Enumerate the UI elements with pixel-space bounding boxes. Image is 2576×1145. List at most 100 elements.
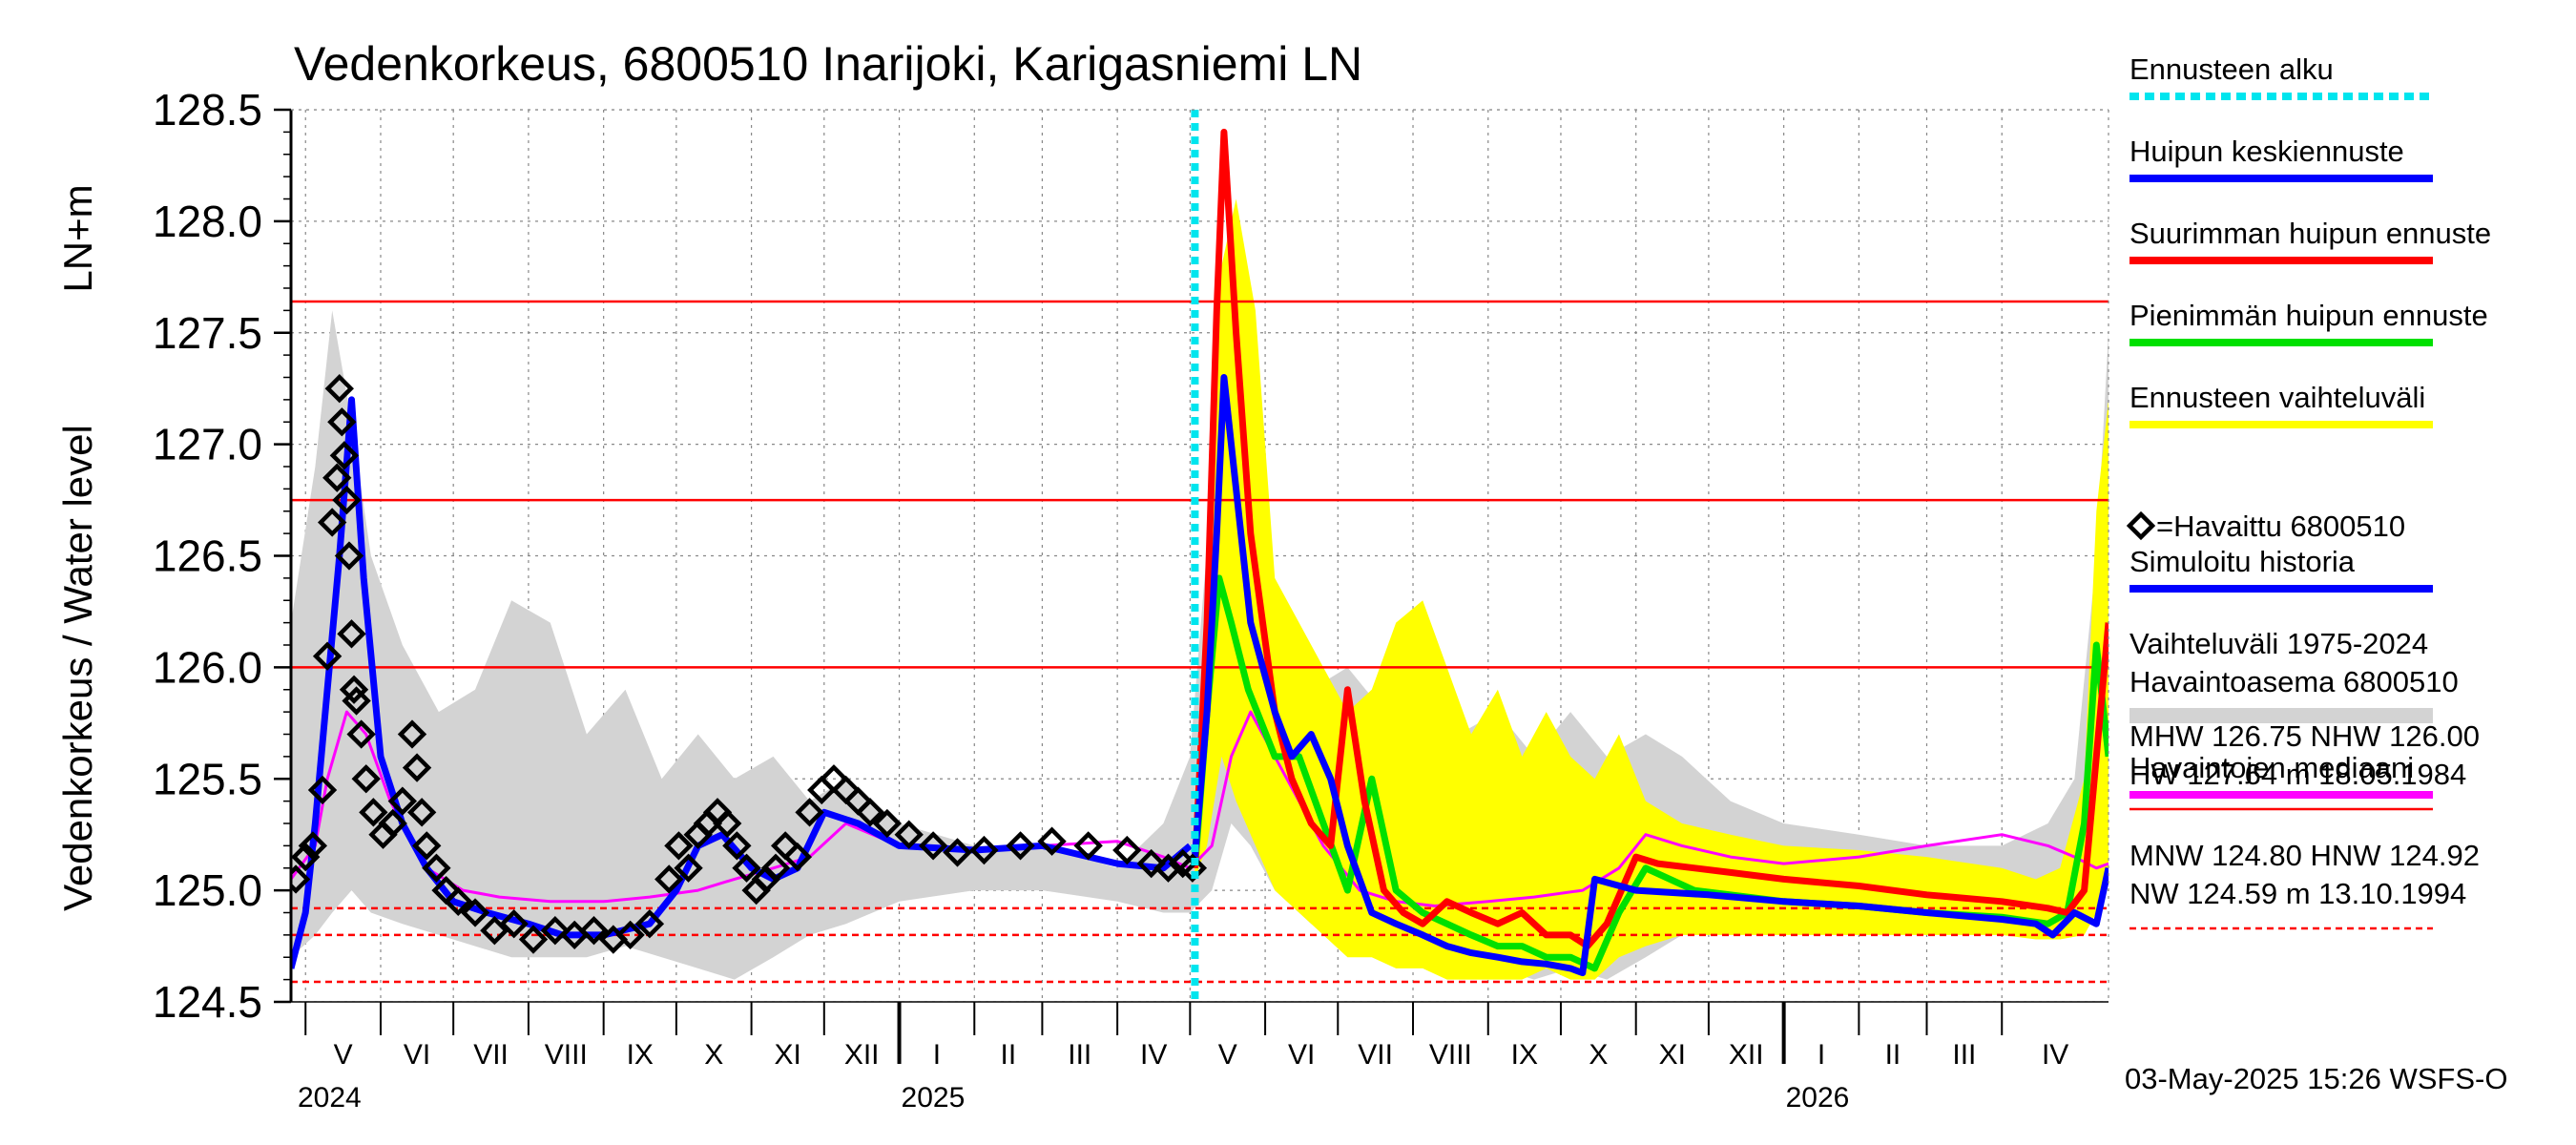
observed-point [499, 909, 529, 939]
legend-label: Ennusteen alku [2129, 52, 2334, 86]
month-label: X [1589, 1039, 1608, 1071]
observed-point [406, 798, 437, 827]
observed-point [317, 508, 347, 537]
y-tick-label: 127.0 [153, 420, 262, 469]
series-havaintojen-mediaani [291, 710, 2109, 907]
observed-point [1112, 835, 1142, 865]
stats-block: MHW 126.75 NHW 126.00 HW 127.64 m 18.05.1… [2129, 719, 2480, 811]
observed-point [664, 831, 694, 861]
observed-point [324, 374, 354, 404]
legend-item: Simuloitu historia [2129, 545, 2433, 593]
observed-point [918, 831, 948, 861]
legend-label: Huipun keskiennuste [2129, 135, 2404, 168]
legend-item: Vaihteluväli 1975-2024 Havaintoasema 680… [2129, 627, 2459, 723]
legend-item: Havaintojen mediaani [2129, 751, 2433, 799]
y-tick-label: 128.0 [153, 197, 262, 246]
stats-text: NW 124.59 m 13.10.1994 [2129, 877, 2466, 910]
observed-point [312, 641, 343, 671]
observed-point [732, 853, 761, 883]
observed-point [387, 786, 418, 816]
month-label: II [1001, 1039, 1017, 1071]
observed-point [412, 831, 442, 861]
month-label: X [704, 1039, 723, 1071]
month-label: VI [1288, 1039, 1315, 1071]
observed-point [674, 853, 703, 883]
observed-point [1153, 853, 1183, 883]
observed-point [298, 831, 328, 861]
observed-point [713, 808, 742, 839]
observed-point [342, 686, 371, 716]
month-label: VIII [1429, 1039, 1472, 1071]
band-ennusteen-vaihteluv-li [1195, 198, 2109, 980]
legend-item: =Havaittu 6800510 [2126, 510, 2405, 543]
legend-label: Havaintoasema 6800510 [2129, 665, 2459, 698]
month-label: IV [2042, 1039, 2068, 1071]
stats-text: MHW 126.75 NHW 126.00 [2129, 719, 2480, 753]
observed-point [291, 864, 311, 894]
observed-point [351, 764, 381, 794]
month-label: III [1068, 1039, 1091, 1071]
observed-point [346, 719, 376, 749]
observed-point [872, 808, 903, 839]
observed-point [307, 775, 338, 805]
plot-area [291, 110, 2109, 1002]
y-axis-label: Vedenkorkeus / Water level [55, 425, 100, 911]
observed-point [540, 916, 571, 946]
year-label: 2024 [298, 1082, 362, 1114]
observed-point [444, 886, 473, 916]
observed-point [397, 719, 427, 749]
observed-point [322, 463, 352, 492]
legend-item: Suurimman huipun ennuste [2129, 217, 2491, 264]
month-label: I [1818, 1039, 1825, 1071]
observed-point [795, 798, 824, 827]
month-label: V [1218, 1039, 1237, 1071]
y-axis-unit: LN+m [55, 184, 100, 292]
observed-point [579, 916, 609, 946]
month-label: IX [627, 1039, 654, 1071]
observed-point [654, 864, 684, 894]
observed-point [615, 920, 645, 950]
month-label: XI [1659, 1039, 1686, 1071]
observed-point [422, 853, 451, 883]
series-suurimman-huipun-ennuste [1191, 128, 2109, 950]
observed-point [969, 835, 999, 865]
y-tick-label: 128.5 [153, 85, 262, 135]
observed-point [329, 441, 360, 470]
y-tick-label: 127.5 [153, 308, 262, 358]
year-label: 2026 [1786, 1082, 1850, 1114]
observed-point [518, 925, 549, 954]
legend-marker [2126, 510, 2156, 541]
month-label: XI [775, 1039, 801, 1071]
observed-point [1073, 831, 1103, 861]
month-label: VII [1358, 1039, 1393, 1071]
y-tick-label: 124.5 [153, 977, 262, 1027]
legend-label: =Havaittu 6800510 [2156, 510, 2405, 543]
legend-label: Suurimman huipun ennuste [2129, 217, 2491, 250]
observed-point [722, 831, 752, 861]
month-label: II [1885, 1039, 1901, 1071]
month-label: III [1952, 1039, 1976, 1071]
legend-item: Ennusteen vaihteluväli [2129, 381, 2433, 428]
month-label: VIII [545, 1039, 588, 1071]
observed-point [943, 838, 972, 867]
observed-point [334, 541, 364, 571]
legend-label: Ennusteen vaihteluväli [2129, 381, 2425, 414]
month-label: IX [1511, 1039, 1538, 1071]
observed-point [1006, 831, 1035, 861]
observed-point [327, 407, 357, 437]
y-tick-label: 126.5 [153, 531, 262, 581]
observed-point [634, 909, 665, 939]
observed-point [855, 798, 885, 827]
observed-point [760, 853, 791, 883]
observed-point [894, 820, 924, 849]
legend-label: Vaihteluväli 1975-2024 [2129, 627, 2428, 660]
footer-timestamp: 03-May-2025 15:26 WSFS-O [2125, 1062, 2507, 1095]
observed-point [378, 808, 407, 839]
y-tick-label: 125.0 [153, 865, 262, 915]
observed-point [782, 842, 813, 872]
series-huipun-keskiennuste [1191, 374, 2109, 977]
observed-point [332, 485, 362, 515]
axes: V VI VII VIII IX X XI XII I II III IV V VI VII VIII IX X X… [153, 85, 2109, 1114]
observed-point [402, 753, 432, 782]
observed-point [291, 842, 321, 872]
